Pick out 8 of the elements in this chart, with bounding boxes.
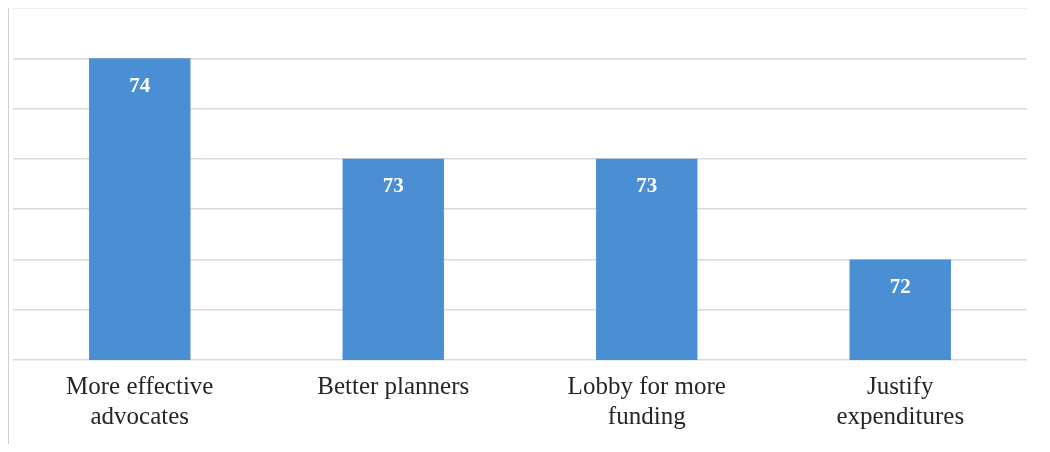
data-label: 72 <box>889 273 911 298</box>
data-label: 73 <box>636 173 658 198</box>
x-tick-label: Better planners <box>317 371 470 399</box>
x-tick-label: More effective advocates <box>66 371 214 429</box>
x-tick-label: Lobby for more funding <box>567 371 726 429</box>
data-label: 74 <box>129 72 151 97</box>
x-tick-label: Justify expenditures <box>836 371 965 429</box>
data-label: 73 <box>382 173 404 198</box>
